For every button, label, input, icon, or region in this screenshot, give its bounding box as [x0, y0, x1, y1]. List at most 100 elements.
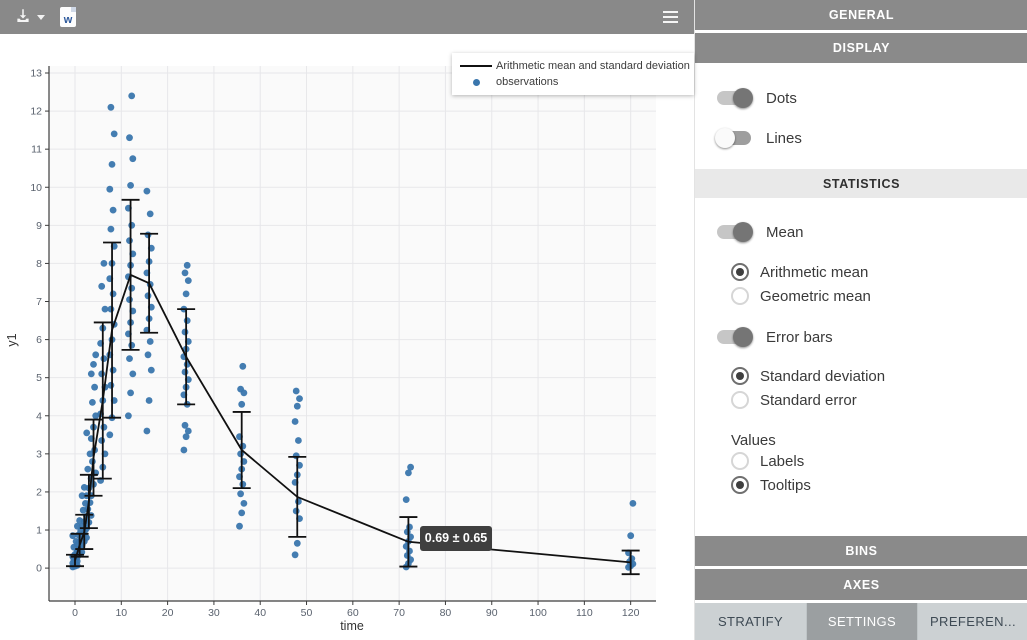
observation-dot[interactable]	[238, 509, 246, 517]
observation-dot[interactable]	[292, 452, 300, 460]
observation-dot[interactable]	[74, 522, 81, 530]
observation-dot[interactable]	[240, 500, 248, 507]
observation-dot[interactable]	[627, 532, 635, 540]
radio-labels[interactable]: Labels	[731, 450, 804, 472]
observation-dot[interactable]	[143, 187, 151, 195]
observation-dot[interactable]	[108, 161, 116, 168]
observation-dot[interactable]	[183, 261, 191, 269]
observation-dot[interactable]	[146, 210, 154, 218]
observation-dot[interactable]	[182, 290, 190, 298]
radio-icon[interactable]	[731, 476, 749, 494]
observation-dot[interactable]	[181, 328, 189, 336]
observation-dot[interactable]	[292, 507, 300, 515]
observation-dot[interactable]	[296, 395, 303, 402]
observation-dot[interactable]	[129, 155, 137, 163]
observation-dot[interactable]	[110, 130, 118, 138]
error-bars-toggle[interactable]: Error bars	[715, 323, 833, 351]
radio-icon[interactable]	[731, 263, 749, 281]
radio-icon[interactable]	[731, 391, 749, 409]
tab-settings[interactable]: SETTINGS	[806, 603, 917, 640]
observation-dot[interactable]	[101, 305, 109, 313]
radio-tooltips[interactable]: Tooltips	[731, 474, 811, 496]
radio-standard-error[interactable]: Standard error	[731, 389, 857, 411]
observation-dot[interactable]	[126, 134, 133, 142]
observation-dot[interactable]	[181, 421, 189, 429]
observation-dot[interactable]	[106, 185, 114, 193]
observation-dot[interactable]	[92, 351, 100, 359]
observation-dot[interactable]	[107, 305, 115, 313]
observation-dot[interactable]	[293, 402, 301, 410]
observation-dot[interactable]	[184, 277, 192, 284]
observation-dot[interactable]	[128, 341, 136, 349]
observation-dot[interactable]	[106, 431, 114, 439]
observation-dot[interactable]	[402, 496, 410, 503]
radio-arithmetic-mean[interactable]: Arithmetic mean	[731, 261, 868, 283]
section-header-statistics[interactable]: STATISTICS	[695, 169, 1027, 198]
menu-button[interactable]	[663, 0, 678, 34]
radio-standard-deviation[interactable]: Standard deviation	[731, 365, 885, 387]
observation-dot[interactable]	[236, 522, 243, 530]
section-header-general[interactable]: GENERAL	[695, 0, 1027, 30]
observation-dot[interactable]	[239, 362, 247, 370]
mean-toggle[interactable]: Mean	[715, 218, 804, 246]
toggle-switch-icon[interactable]	[715, 222, 753, 242]
observation-dot[interactable]	[83, 429, 91, 437]
observation-dot[interactable]	[107, 225, 115, 233]
radio-geometric-mean[interactable]: Geometric mean	[731, 285, 871, 307]
observation-dot[interactable]	[126, 296, 133, 303]
observation-dot[interactable]	[100, 423, 108, 431]
observation-dot[interactable]	[86, 450, 94, 458]
observation-dot[interactable]	[87, 370, 95, 378]
observation-dot[interactable]	[98, 437, 106, 444]
observation-dot[interactable]	[100, 355, 108, 362]
lines-toggle[interactable]: Lines	[715, 124, 802, 152]
observation-dot[interactable]	[109, 290, 117, 298]
radio-icon[interactable]	[731, 452, 749, 470]
observation-dot[interactable]	[295, 437, 302, 444]
observation-dot[interactable]	[239, 480, 247, 488]
observation-dot[interactable]	[184, 427, 192, 435]
observation-dot[interactable]	[124, 412, 132, 420]
observation-dot[interactable]	[100, 260, 108, 267]
radio-icon[interactable]	[731, 287, 749, 305]
observation-dot[interactable]	[183, 317, 191, 324]
observation-dot[interactable]	[109, 206, 117, 214]
observation-dot[interactable]	[180, 446, 188, 454]
observation-dot[interactable]	[628, 555, 636, 562]
observation-dot[interactable]	[98, 370, 106, 378]
section-header-display[interactable]: DISPLAY	[695, 33, 1027, 63]
observation-dot[interactable]	[182, 433, 190, 441]
observation-dot[interactable]	[127, 389, 134, 397]
observation-dot[interactable]	[629, 500, 637, 507]
observation-dot[interactable]	[84, 465, 92, 473]
tab-stratify[interactable]: STRATIFY	[695, 603, 806, 640]
observation-dot[interactable]	[107, 381, 115, 389]
observation-dot[interactable]	[293, 539, 301, 547]
tab-preferences[interactable]: PREFEREN...	[917, 603, 1027, 640]
observation-dot[interactable]	[126, 237, 133, 245]
observation-dot[interactable]	[144, 231, 152, 239]
observation-dot[interactable]	[406, 523, 413, 531]
observation-dot[interactable]	[98, 282, 106, 290]
observation-dot[interactable]	[181, 368, 189, 376]
toggle-switch-icon[interactable]	[715, 88, 753, 108]
observation-dot[interactable]	[181, 269, 189, 277]
observation-dot[interactable]	[128, 221, 136, 229]
observation-dot[interactable]	[147, 366, 155, 374]
observation-dot[interactable]	[91, 383, 98, 391]
toggle-switch-icon[interactable]	[715, 327, 753, 347]
observation-dot[interactable]	[237, 490, 245, 498]
plot-area[interactable]: 0 1 2 3 4 5 6 7 8 9 10 11 12 13 0 10 20 30 40 50 60 70 80 90 100…	[0, 34, 694, 640]
observation-dot[interactable]	[146, 338, 154, 345]
observation-dot[interactable]	[144, 292, 152, 300]
observation-dot[interactable]	[107, 103, 115, 111]
observation-dot[interactable]	[238, 400, 246, 408]
observation-dot[interactable]	[291, 418, 299, 425]
export-word-button[interactable]: w	[60, 0, 76, 34]
observation-dot[interactable]	[127, 182, 134, 189]
observation-dot[interactable]	[405, 469, 412, 477]
section-header-axes[interactable]: AXES	[695, 569, 1027, 600]
observation-dot[interactable]	[90, 361, 97, 368]
observation-dot[interactable]	[144, 351, 152, 359]
